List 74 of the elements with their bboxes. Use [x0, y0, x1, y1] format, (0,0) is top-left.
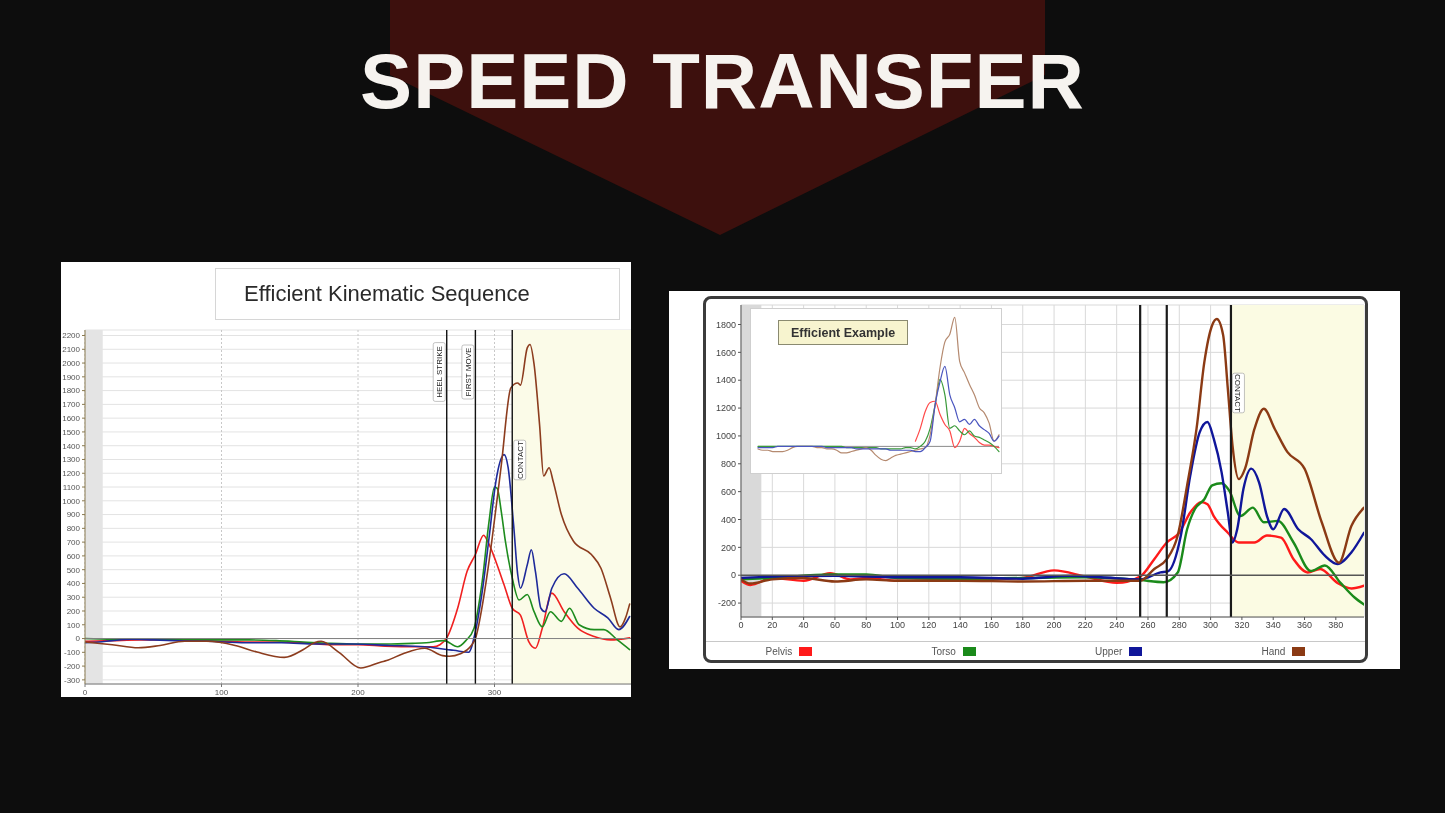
x-tick-label: 320 — [1234, 620, 1250, 631]
y-tick-label: 2200 — [62, 331, 81, 341]
y-tick-label: 1500 — [62, 427, 81, 437]
y-tick-label: 2100 — [62, 345, 81, 355]
x-tick-label: 100 — [214, 687, 229, 697]
line-series — [85, 343, 631, 669]
x-tick-label: 340 — [1265, 620, 1281, 631]
y-tick-label: -200 — [717, 598, 736, 609]
x-tick-label: 140 — [952, 620, 968, 631]
x-tick-label: 40 — [798, 620, 809, 631]
y-tick-label: 800 — [720, 458, 736, 469]
y-tick-label: 400 — [66, 579, 81, 589]
y-tick-label: 200 — [720, 542, 736, 553]
x-tick-label: 360 — [1297, 620, 1313, 631]
x-tick-label: 0 — [738, 620, 744, 631]
ref-line-label: HEEL STRIKE — [434, 346, 444, 398]
x-tick-label: 100 — [890, 620, 906, 631]
x-tick-label: 200 — [351, 687, 366, 697]
legend-label: Torso — [931, 645, 956, 657]
y-tick-label: 1300 — [62, 455, 81, 465]
y-tick-label: 600 — [720, 486, 736, 497]
y-tick-label: 900 — [66, 510, 81, 520]
ref-line-label: CONTACT — [1233, 373, 1243, 413]
y-tick-label: 700 — [66, 537, 81, 547]
y-tick-label: 1900 — [62, 372, 81, 382]
y-tick-label: 1200 — [62, 469, 81, 479]
y-tick-label: -200 — [63, 661, 81, 671]
x-tick-label: 20 — [767, 620, 778, 631]
y-tick-label: 1000 — [715, 431, 736, 442]
x-tick-label: 80 — [861, 620, 872, 631]
y-tick-label: 200 — [66, 606, 81, 616]
y-tick-label: 1100 — [62, 482, 81, 492]
y-tick-label: -100 — [63, 648, 81, 658]
y-tick-label: 1800 — [715, 319, 736, 330]
x-tick-label: 180 — [1015, 620, 1031, 631]
y-tick-label: 1800 — [62, 386, 81, 396]
x-tick-label: 60 — [829, 620, 840, 631]
x-tick-label: 220 — [1077, 620, 1093, 631]
y-tick-label: 1000 — [62, 496, 81, 506]
ref-line-label: CONTACT — [515, 440, 525, 480]
y-tick-label: 2000 — [62, 358, 81, 368]
legend-label: Upper — [1095, 645, 1123, 657]
text: SPEED TRANSFER — [360, 37, 1085, 125]
x-tick-label: 240 — [1109, 620, 1125, 631]
x-tick-label: 280 — [1171, 620, 1187, 631]
x-tick-label: 0 — [82, 687, 88, 697]
x-tick-label: 160 — [983, 620, 999, 631]
x-tick-label: 300 — [1203, 620, 1219, 631]
line-series — [741, 420, 1364, 581]
x-tick-label: 260 — [1140, 620, 1156, 631]
y-tick-label: 400 — [720, 514, 736, 525]
y-tick-label: 1200 — [715, 403, 736, 414]
y-tick-label: 1400 — [715, 375, 736, 386]
y-tick-label: 800 — [66, 524, 81, 534]
y-tick-label: 500 — [66, 565, 81, 575]
x-tick-label: 120 — [921, 620, 937, 631]
y-tick-label: 1700 — [62, 400, 81, 410]
y-tick-label: -300 — [63, 675, 81, 685]
line-series — [741, 317, 1364, 585]
y-tick-label: 1400 — [62, 441, 81, 451]
legend-label: Pelvis — [765, 645, 793, 657]
y-tick-label: 1600 — [62, 414, 81, 423]
x-tick-label: 300 — [487, 687, 502, 697]
y-tick-label: 0 — [730, 570, 736, 581]
legend-label: Hand — [1261, 645, 1286, 657]
y-tick-label: 300 — [66, 593, 81, 603]
y-tick-label: 1600 — [715, 347, 736, 358]
y-tick-label: 600 — [66, 551, 81, 561]
y-tick-label: 0 — [75, 634, 81, 644]
chart-title: Efficient Kinematic Sequence — [244, 281, 530, 307]
x-tick-label: 200 — [1046, 620, 1062, 631]
x-tick-label: 380 — [1328, 620, 1344, 631]
text: Efficient Example — [790, 325, 896, 340]
ref-line-label: FIRST MOVE — [463, 347, 473, 397]
